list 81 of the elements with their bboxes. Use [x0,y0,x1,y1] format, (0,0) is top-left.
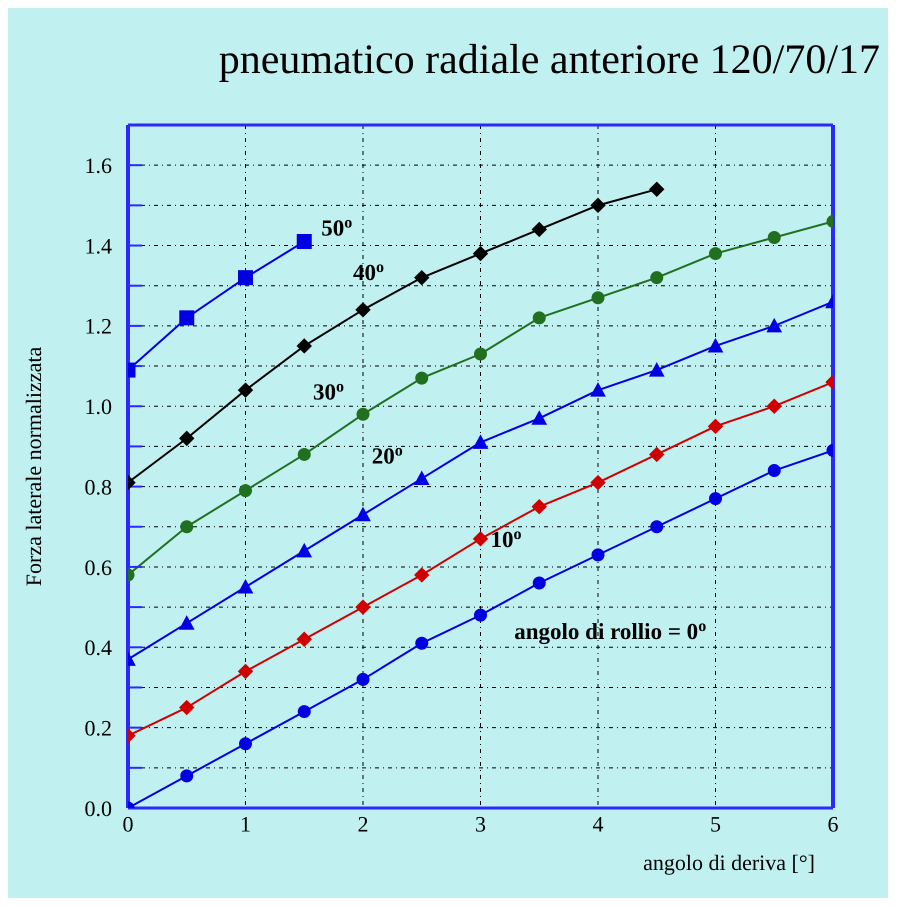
point [415,636,428,650]
point [532,576,546,590]
point [766,398,782,414]
y-tick-label: 1.6 [84,152,112,178]
point [356,600,370,615]
point [649,362,664,377]
y-axis-title: Forza laterale normalizzata [20,346,46,586]
point [356,507,370,522]
y-tick-label: 0.6 [84,554,112,580]
x-axis-title: angolo di deriva [°] [643,850,815,875]
point [532,499,547,514]
series-label: 30$^{o}$ [313,378,344,404]
x-tick-label: 5 [710,812,721,837]
point [474,608,487,622]
point [768,464,781,478]
point [532,311,546,324]
y-tick-label: 0.0 [84,796,112,821]
point [239,737,252,750]
point [415,372,428,385]
point [708,338,723,352]
point [414,471,430,486]
x-tick-label: 2 [358,812,368,837]
y-tick-label: 0.2 [84,715,112,740]
series-label: 20$^{o}$ [372,442,403,469]
point [179,616,194,630]
point [238,664,253,679]
point [296,234,312,250]
point [590,382,606,397]
x-tick-label: 1 [240,812,251,837]
point [238,382,253,398]
point [179,430,194,446]
point [296,338,312,354]
point [766,318,782,332]
point [532,410,547,425]
point [590,475,606,490]
point [414,567,430,582]
y-tick-label: 0.8 [84,474,112,500]
y-tick-label: 1.2 [84,314,112,339]
y-tick-label: 1.0 [84,394,112,420]
point [474,348,487,361]
point [709,247,722,260]
point [238,270,253,286]
x-tick-label: 0 [122,812,134,837]
point [298,448,311,461]
point [356,408,370,421]
point [356,672,370,686]
x-tick-label: 3 [475,812,486,837]
y-tick-label: 1.4 [84,233,112,258]
point [473,434,488,449]
chart-title: pneumatico radiale anteriore 120/70/17 [218,36,881,85]
point [709,492,722,506]
point [592,291,604,304]
point [650,271,664,284]
point [708,418,723,434]
point [180,520,194,534]
point [179,310,194,326]
point [296,632,312,647]
point [238,580,253,594]
point [356,302,370,318]
point [592,548,604,562]
point [180,769,194,782]
point [473,246,488,262]
point [649,446,664,462]
point [650,520,664,534]
point [768,230,781,244]
point [179,700,194,716]
point [590,198,606,213]
point [532,222,547,237]
series-label: angolo di rollio = 0$^{o}$ [514,618,706,646]
point [239,484,252,498]
x-tick-label: 4 [592,812,604,837]
point [649,182,664,197]
point [296,543,312,558]
series-label: 40$^{o}$ [353,258,384,285]
point [414,270,430,286]
x-tick-label: 6 [828,812,838,837]
point [298,705,311,718]
point [473,531,488,546]
series-label: 50$^{o}$ [321,214,352,241]
y-tick-label: 0.4 [84,635,112,660]
series-label: 10$^{o}$ [490,525,522,552]
